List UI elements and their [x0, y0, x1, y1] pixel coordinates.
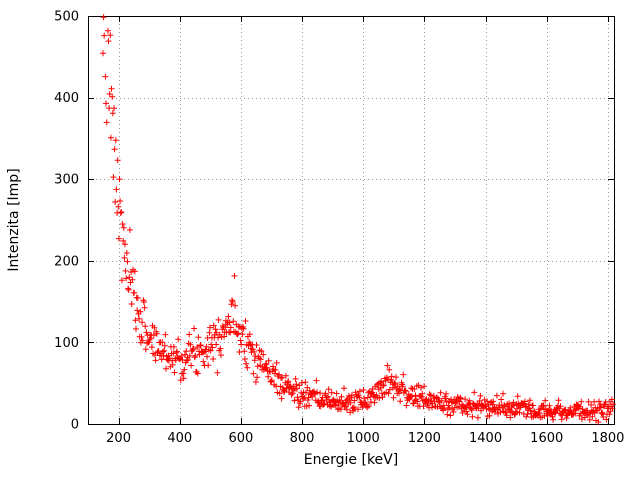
- x-tick-label: 1200: [408, 431, 441, 446]
- scatter-points: [100, 14, 617, 425]
- x-tick-label: 1600: [530, 431, 563, 446]
- x-tick-label: 1000: [347, 431, 380, 446]
- x-tick-label: 1400: [469, 431, 502, 446]
- x-axis-label: Energie [keV]: [303, 452, 399, 468]
- y-tick-label: 100: [54, 336, 79, 351]
- x-tick-label: 1800: [591, 431, 624, 446]
- x-tick-label: 600: [228, 431, 253, 446]
- y-axis-label: Intenzita [Imp]: [6, 168, 22, 272]
- y-tick-label: 200: [54, 254, 79, 269]
- x-tick-label: 800: [290, 431, 315, 446]
- y-tick-label: 0: [71, 418, 79, 433]
- y-tick-label: 300: [54, 173, 79, 188]
- x-tick-label: 400: [167, 431, 192, 446]
- y-tick-label: 500: [54, 10, 79, 25]
- y-tick-label: 400: [54, 91, 79, 106]
- x-tick-label: 200: [106, 431, 131, 446]
